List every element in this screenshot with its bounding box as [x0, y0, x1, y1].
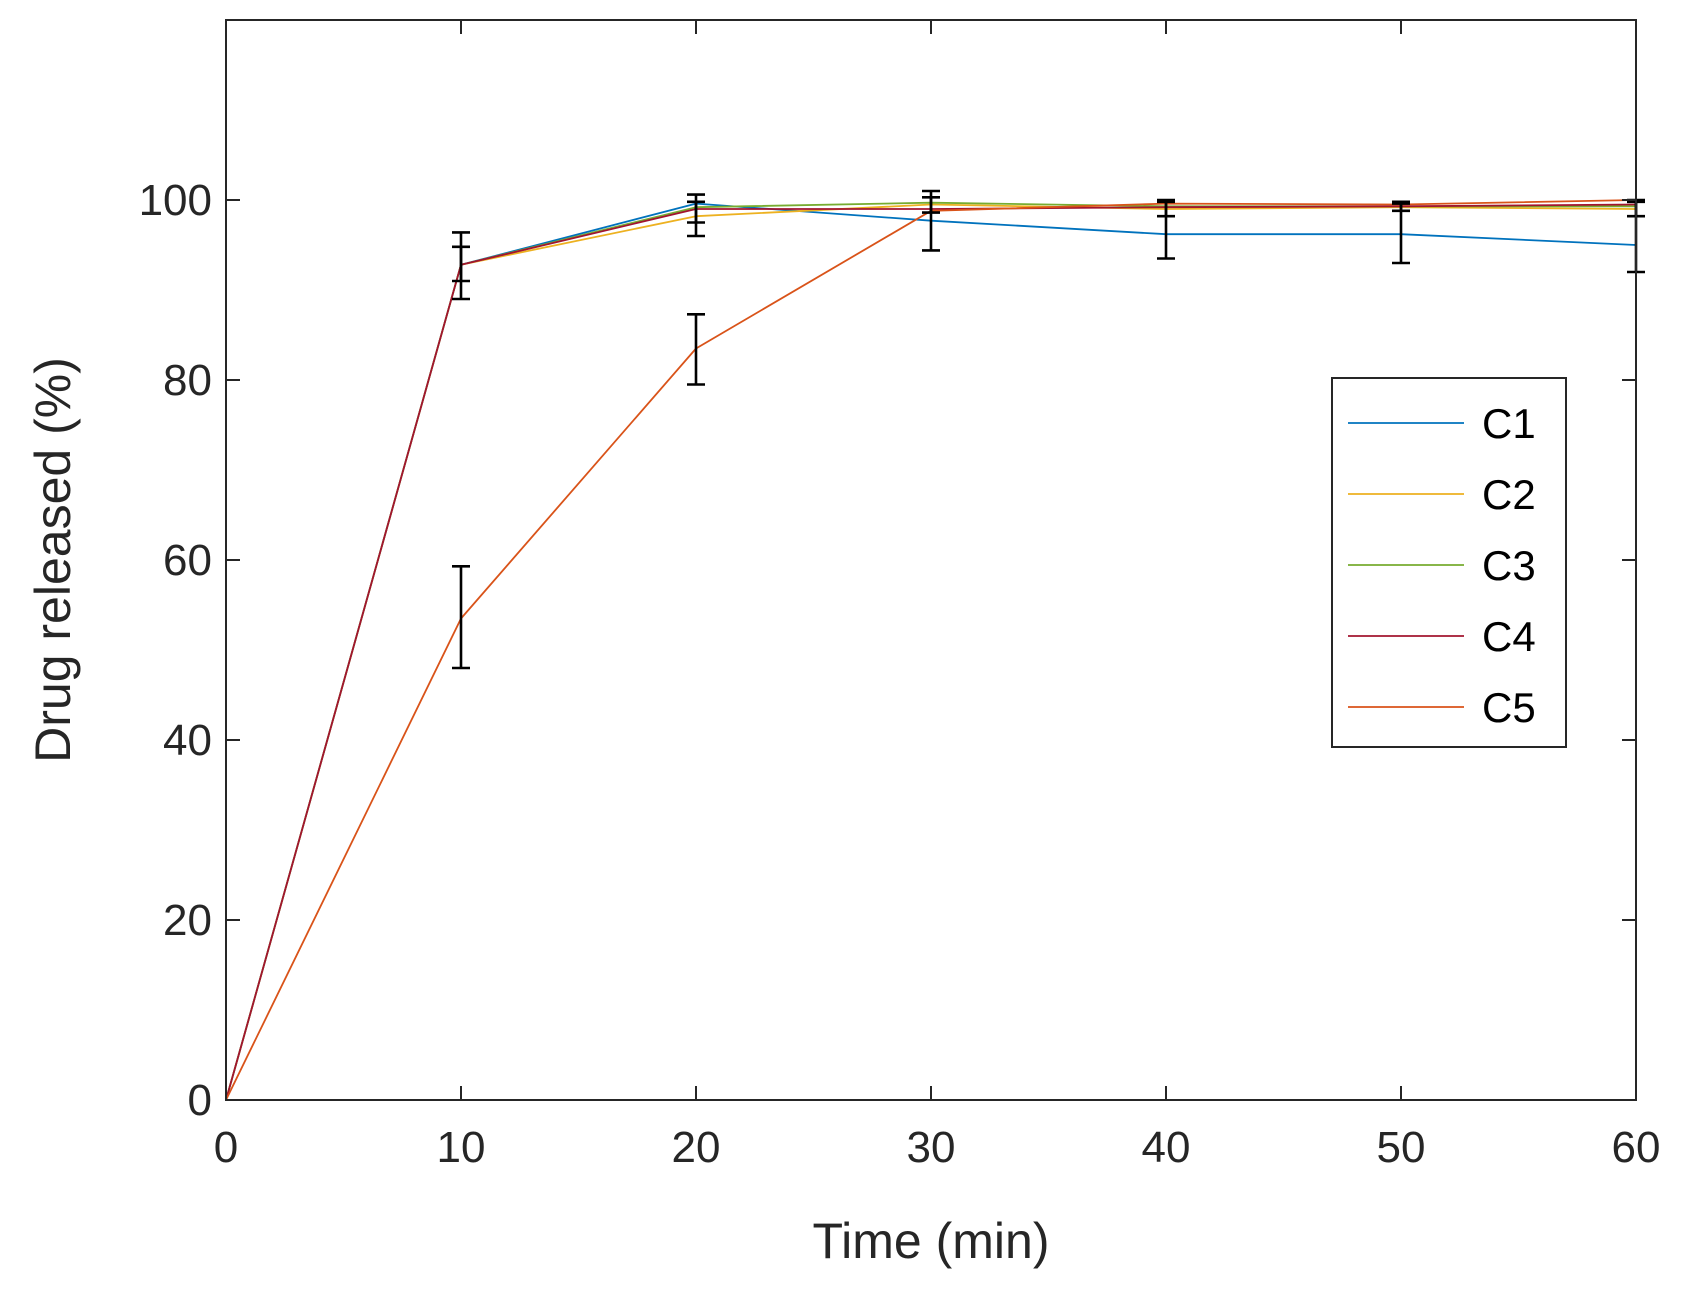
x-tick-label-40: 40: [1142, 1123, 1191, 1172]
y-tick-label-20: 20: [163, 896, 212, 945]
x-tick-label-10: 10: [437, 1123, 486, 1172]
y-tick-label-80: 80: [163, 356, 212, 405]
legend: C1 C2 C3 C4 C5: [1331, 377, 1567, 748]
error-bar-20-3: [687, 312, 705, 386]
error-bar-30-7: [922, 196, 940, 214]
x-tick-label-50: 50: [1377, 1123, 1426, 1172]
legend-label-c5: C5: [1482, 684, 1536, 731]
error-bar-10-2: [452, 245, 470, 283]
y-tick-label-100: 100: [139, 176, 212, 225]
x-tick-label-60: 60: [1612, 1123, 1661, 1172]
legend-label-c4: C4: [1482, 613, 1536, 660]
legend-label-c1: C1: [1482, 400, 1536, 447]
tick-layer: 0 10 20 30 40 50 60 0 20 40 60 80 100: [139, 20, 1661, 1172]
x-tick-label-30: 30: [907, 1123, 956, 1172]
error-bar-50-11: [1392, 200, 1410, 213]
legend-label-c3: C3: [1482, 542, 1536, 589]
x-tick-label-0: 0: [214, 1123, 238, 1172]
error-bar-40-9: [1157, 198, 1175, 218]
legend-label-c2: C2: [1482, 471, 1536, 518]
error-bar-10-0: [452, 564, 470, 670]
error-bar-20-5: [687, 200, 705, 224]
x-axis-label: Time (min): [812, 1213, 1049, 1269]
y-axis-label: Drug released (%): [25, 357, 81, 763]
x-tick-label-20: 20: [672, 1123, 721, 1172]
y-tick-label-40: 40: [163, 716, 212, 765]
y-tick-label-60: 60: [163, 536, 212, 585]
y-tick-label-0: 0: [188, 1076, 212, 1125]
legend-box: [1331, 377, 1567, 748]
